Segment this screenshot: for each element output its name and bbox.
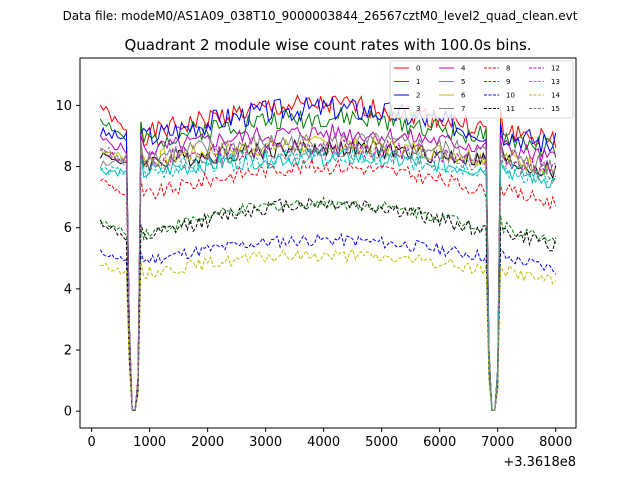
series-line-12 [100,139,556,411]
series-layer [99,94,557,411]
x-axis: 0 1000 2000 3000 4000 5000 6000 7000 8000 [87,428,572,450]
x-tick-label: 2000 [191,435,224,450]
legend-label-7: 7 [461,105,465,113]
x-tick-label: 7000 [481,435,514,450]
x-offset-label: +3.3618e8 [503,455,576,470]
x-tick-label: 0 [87,435,95,450]
series-line-2 [99,97,557,411]
y-tick-label: 0 [64,405,72,420]
x-tick-label: 3000 [249,435,282,450]
series-line-14 [100,248,557,411]
legend-label-3: 3 [416,105,420,113]
series-line-4 [99,123,557,411]
legend-label-15: 15 [551,105,560,113]
y-tick-label: 6 [64,221,72,236]
legend-label-8: 8 [506,65,510,73]
legend-box [389,60,574,119]
axes-frame [79,57,577,429]
legend-label-14: 14 [551,92,560,100]
chart-title: Quadrant 2 module wise count rates with … [124,36,531,54]
x-tick-label: 5000 [365,435,398,450]
series-line-9 [100,196,557,411]
series-line-15 [100,141,557,411]
series-line-13 [99,146,557,411]
legend-label-9: 9 [506,78,510,86]
figure-suptitle: Data file: modeM0/AS1A09_038T10_90000038… [63,9,578,23]
series-line-11 [99,196,557,411]
legend-label-12: 12 [551,65,560,73]
series-line-1 [99,107,557,411]
y-axis: 0 2 4 6 8 10 [55,99,80,420]
y-tick-label: 10 [55,99,72,114]
legend-label-4: 4 [461,65,466,73]
plot-area [79,57,577,429]
legend-label-11: 11 [506,105,515,113]
series-line-8 [100,157,557,411]
y-tick-label: 2 [64,344,72,359]
legend-label-5: 5 [461,78,465,86]
y-tick-label: 4 [64,282,72,297]
x-tick-label: 1000 [133,435,166,450]
x-tick-label: 4000 [307,435,340,450]
series-line-10 [99,232,557,411]
legend-label-0: 0 [416,65,420,73]
legend-label-6: 6 [461,92,466,100]
legend-label-10: 10 [506,92,515,100]
legend-label-2: 2 [416,92,420,100]
x-tick-label: 6000 [423,435,456,450]
x-tick-label: 8000 [539,435,572,450]
legend-label-1: 1 [416,78,420,86]
y-tick-label: 8 [64,160,72,175]
legend-label-13: 13 [551,78,560,86]
